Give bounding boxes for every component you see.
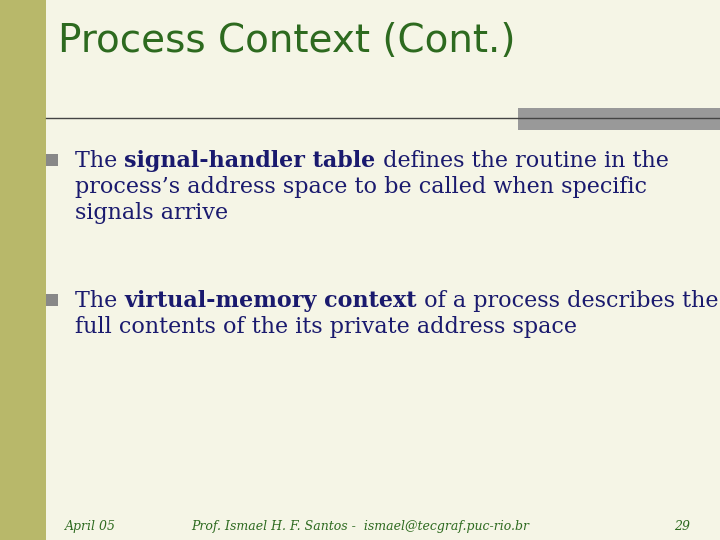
Text: Process Context (Cont.): Process Context (Cont.) <box>58 22 516 60</box>
Text: The: The <box>75 150 125 172</box>
Text: of a process describes the: of a process describes the <box>417 290 719 312</box>
Text: signals arrive: signals arrive <box>75 202 228 224</box>
FancyBboxPatch shape <box>46 294 58 306</box>
Text: Prof. Ismael H. F. Santos -  ismael@tecgraf.puc-rio.br: Prof. Ismael H. F. Santos - ismael@tecgr… <box>191 520 529 533</box>
Text: The: The <box>75 290 125 312</box>
Text: virtual-memory context: virtual-memory context <box>125 290 417 312</box>
Text: full contents of the its private address space: full contents of the its private address… <box>75 316 577 338</box>
FancyBboxPatch shape <box>0 0 46 540</box>
Text: process’s address space to be called when specific: process’s address space to be called whe… <box>75 176 647 198</box>
Text: defines the routine in the: defines the routine in the <box>376 150 668 172</box>
FancyBboxPatch shape <box>518 108 720 130</box>
Text: signal-handler table: signal-handler table <box>125 150 376 172</box>
FancyBboxPatch shape <box>46 154 58 166</box>
Text: April 05: April 05 <box>65 520 116 533</box>
Text: 29: 29 <box>674 520 690 533</box>
